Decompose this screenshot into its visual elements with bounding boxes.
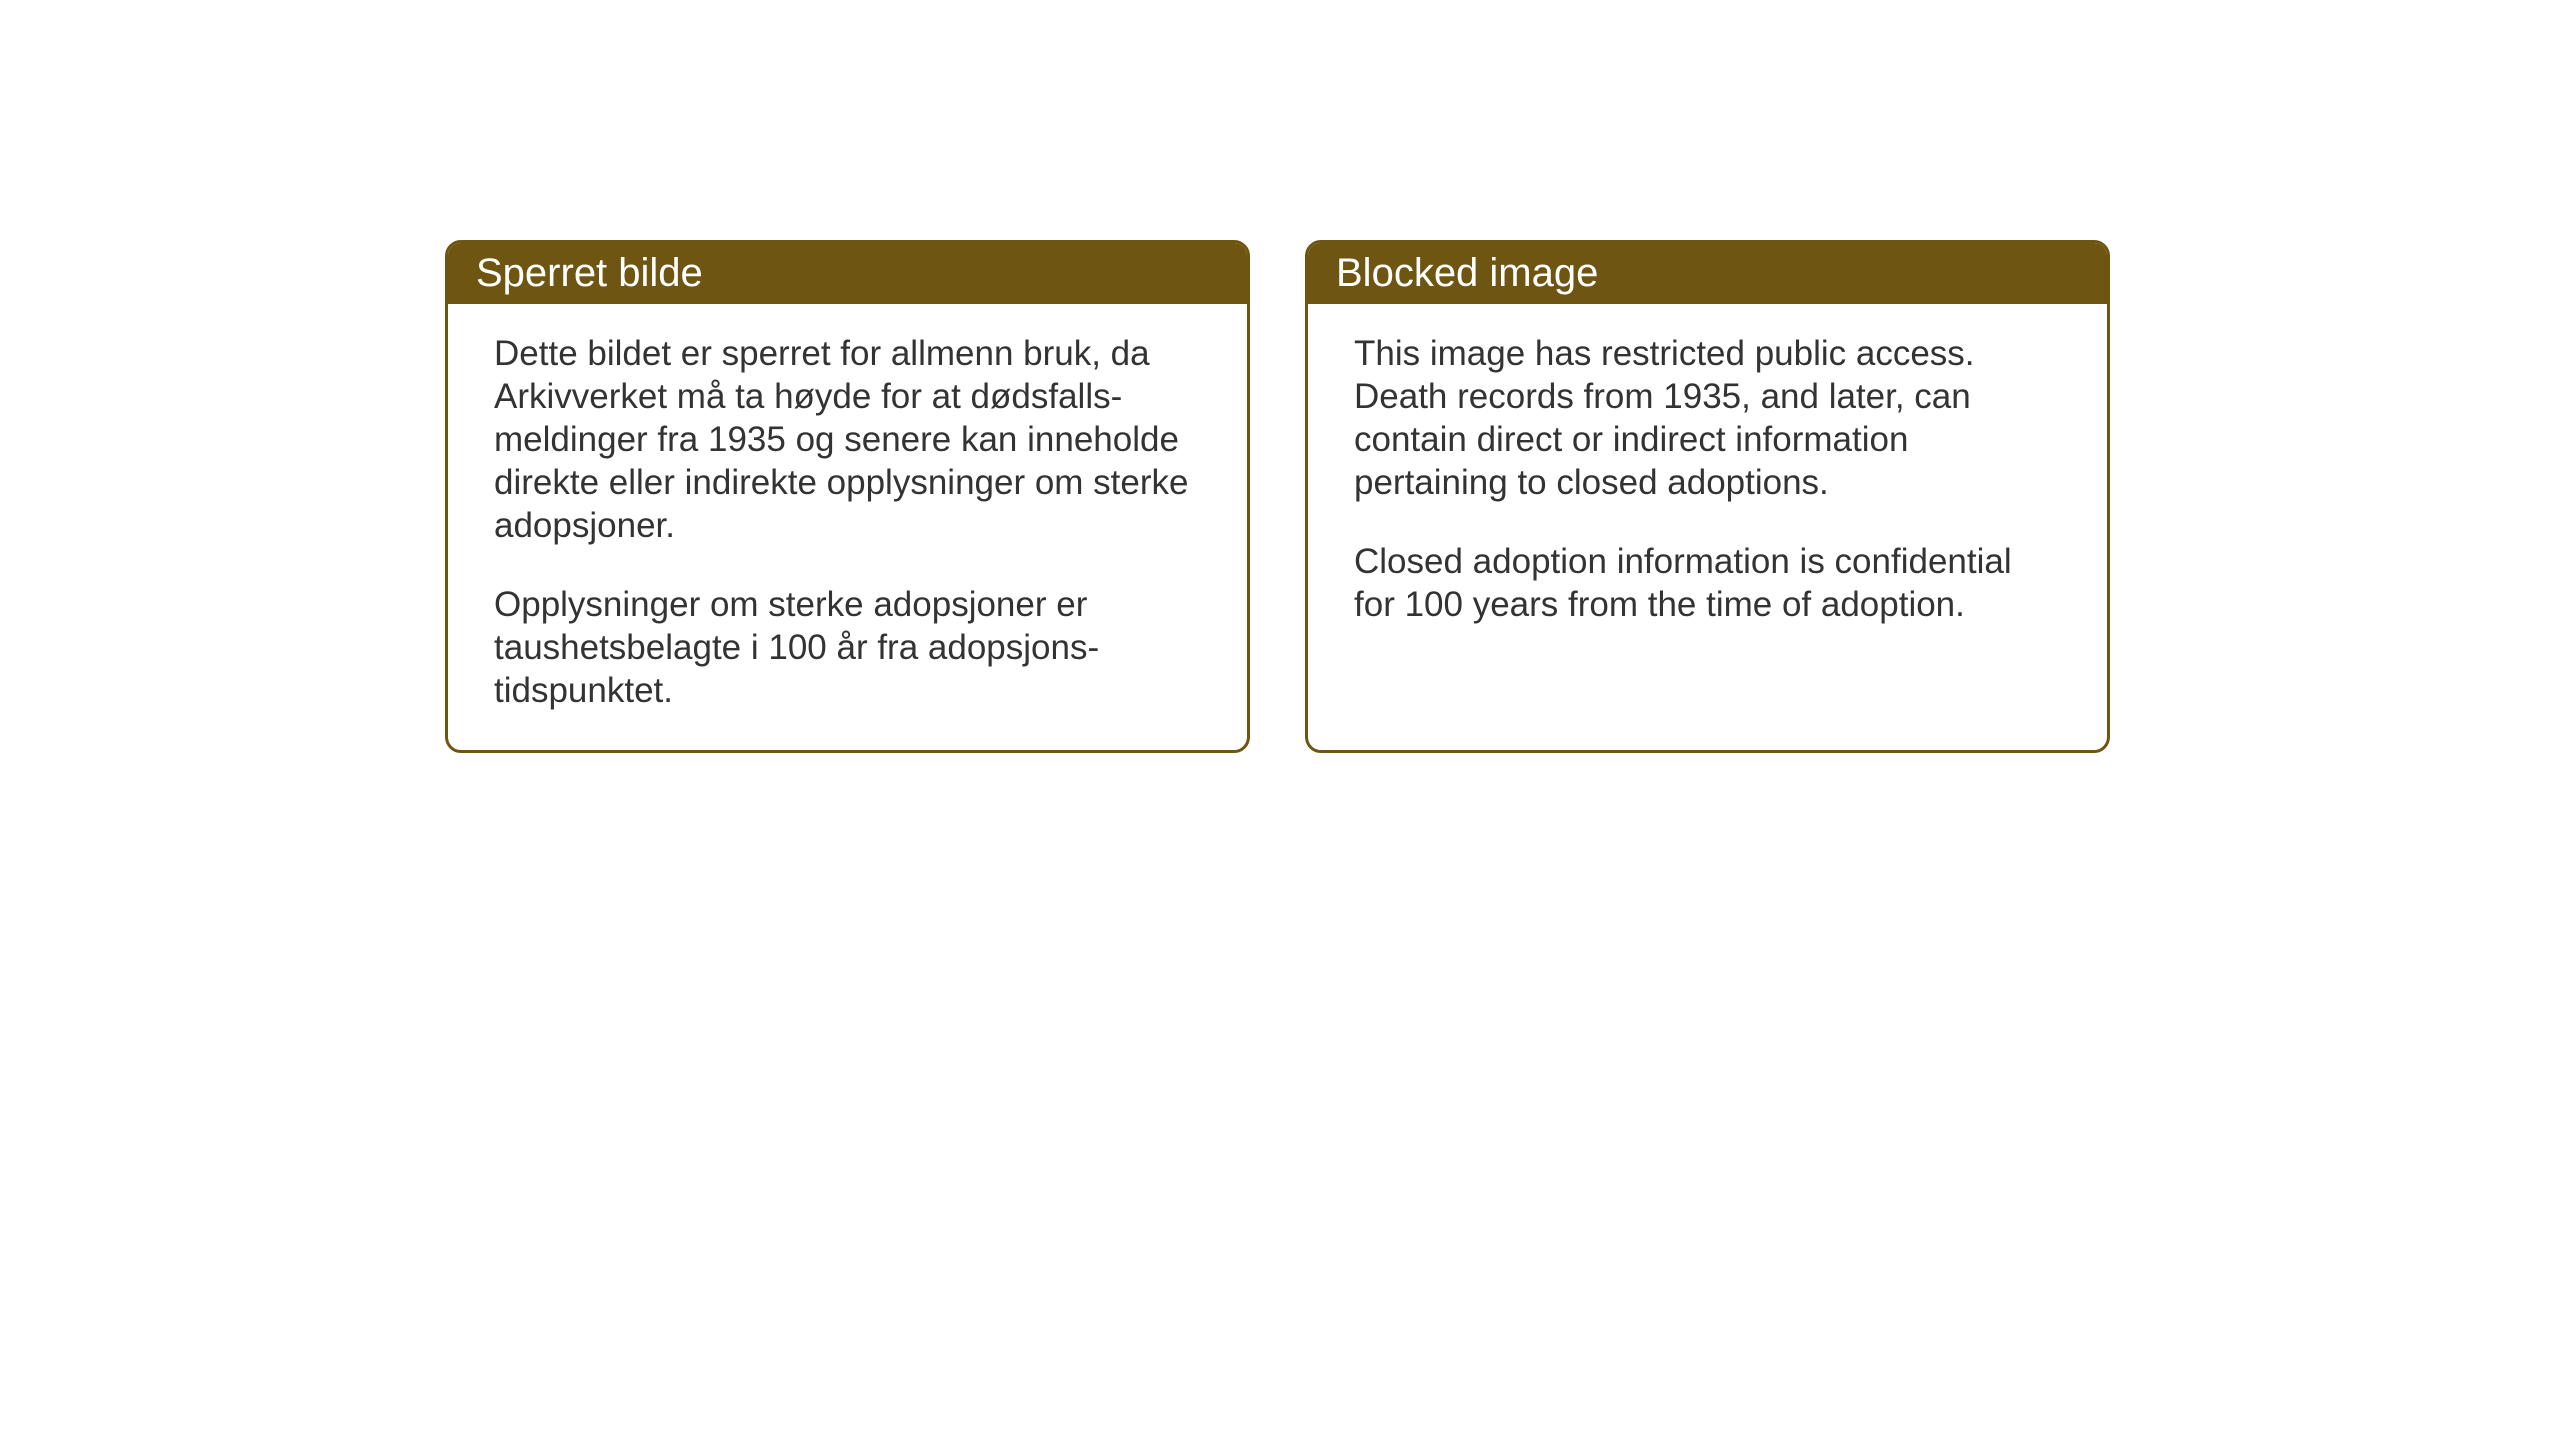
card-paragraph-1-norwegian: Dette bildet er sperret for allmenn bruk… — [494, 332, 1201, 547]
card-header-english: Blocked image — [1308, 243, 2107, 304]
card-body-norwegian: Dette bildet er sperret for allmenn bruk… — [448, 304, 1247, 750]
card-paragraph-1-english: This image has restricted public access.… — [1354, 332, 2061, 504]
card-title-english: Blocked image — [1336, 251, 1598, 295]
notice-card-english: Blocked image This image has restricted … — [1305, 240, 2110, 753]
card-title-norwegian: Sperret bilde — [476, 251, 703, 295]
notice-card-norwegian: Sperret bilde Dette bildet er sperret fo… — [445, 240, 1250, 753]
notice-cards-container: Sperret bilde Dette bildet er sperret fo… — [445, 240, 2110, 753]
card-body-english: This image has restricted public access.… — [1308, 304, 2107, 664]
card-paragraph-2-norwegian: Opplysninger om sterke adopsjoner er tau… — [494, 583, 1201, 712]
card-header-norwegian: Sperret bilde — [448, 243, 1247, 304]
card-paragraph-2-english: Closed adoption information is confident… — [1354, 540, 2061, 626]
